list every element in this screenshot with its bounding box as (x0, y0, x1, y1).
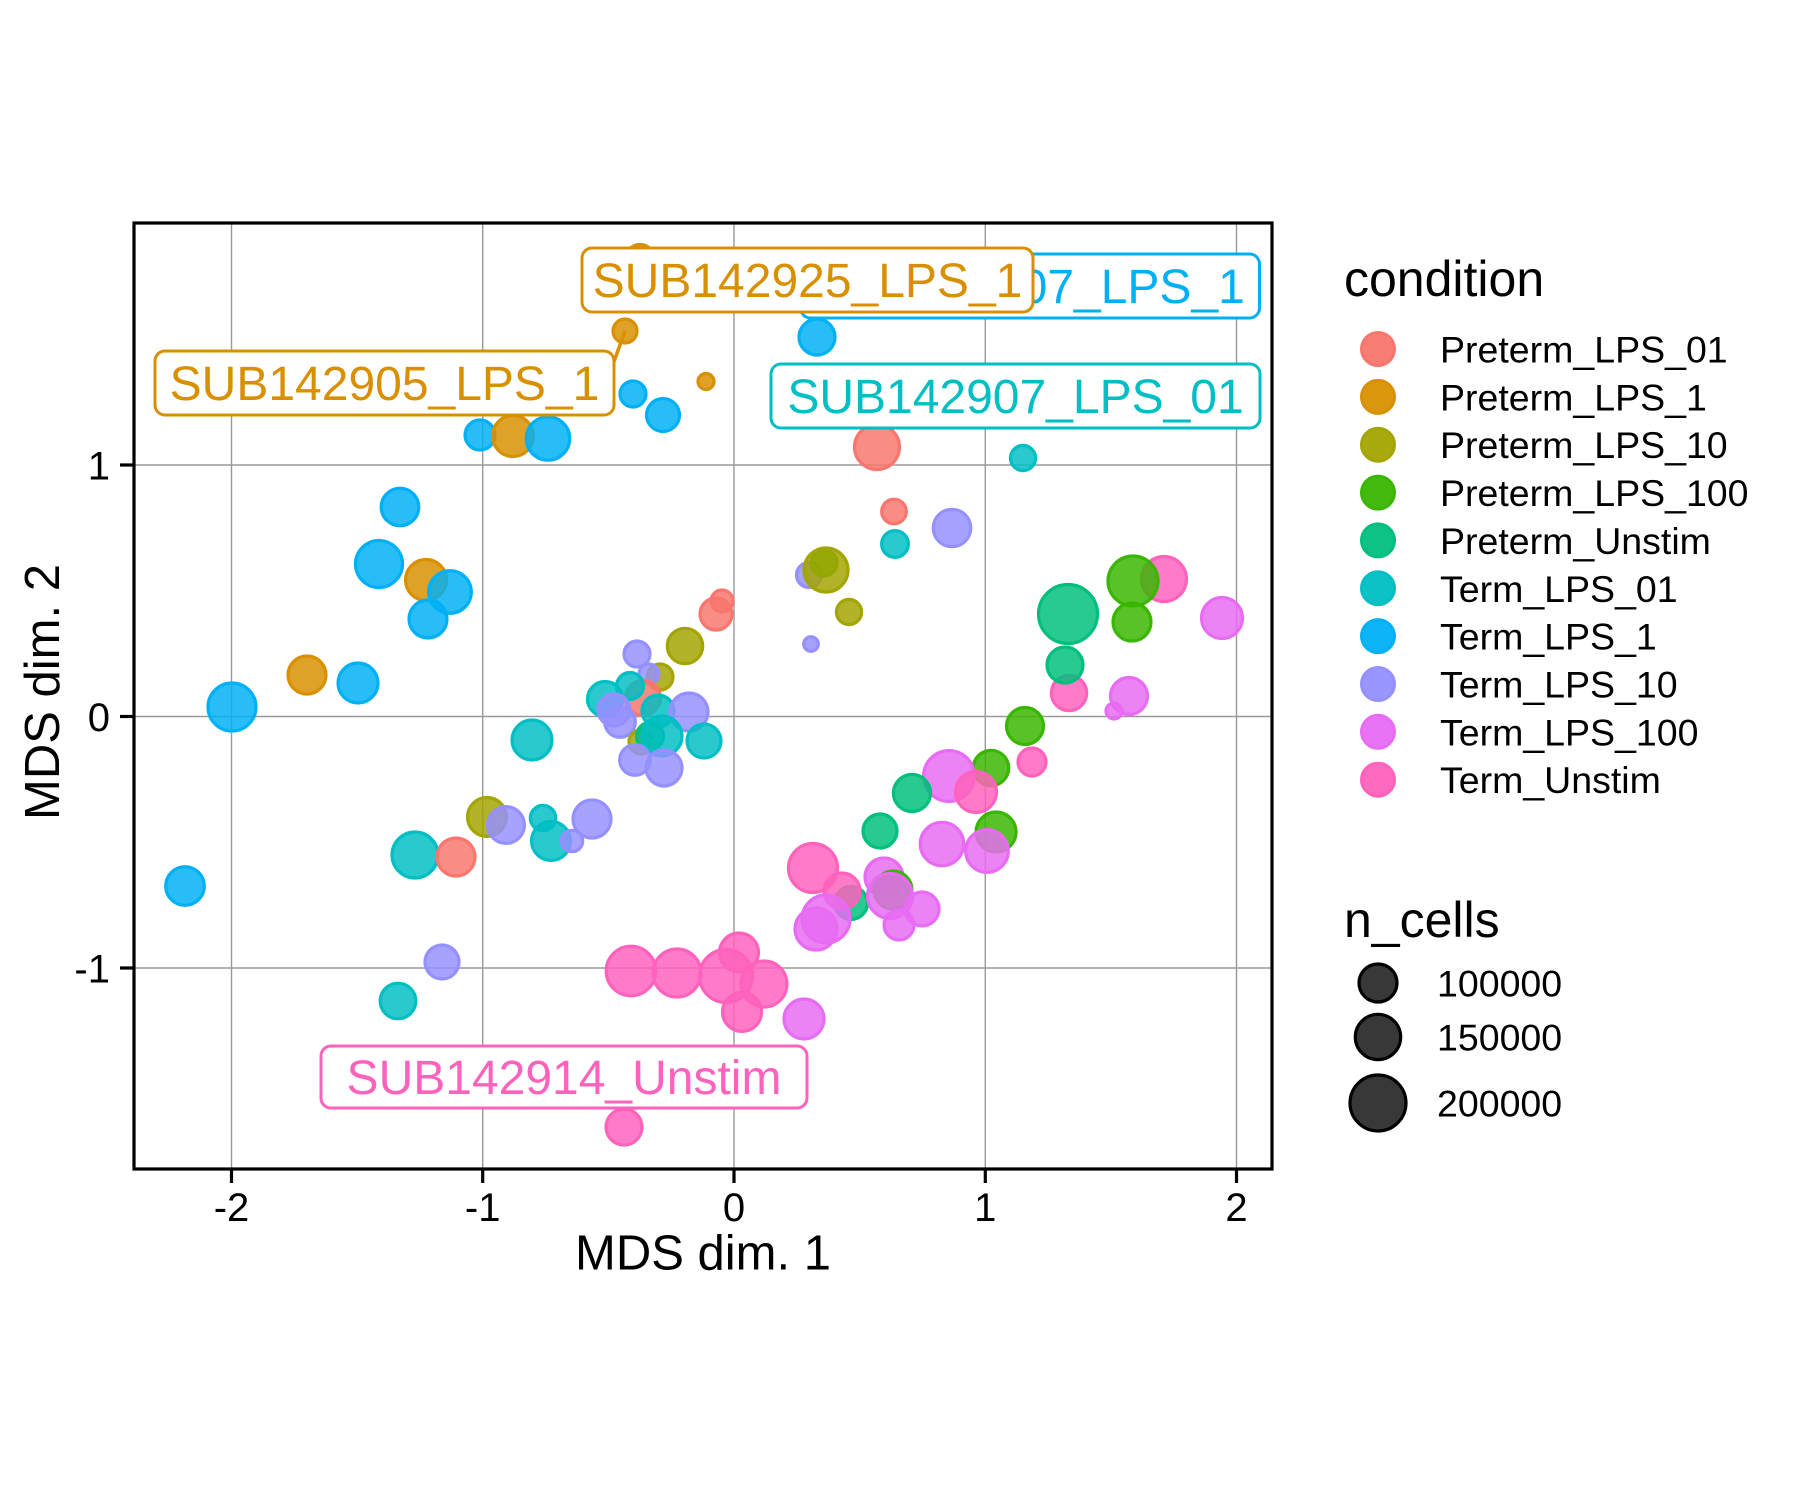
svg-text:condition: condition (1344, 251, 1544, 307)
svg-text:2: 2 (1225, 1186, 1247, 1230)
svg-text:Term_LPS_1: Term_LPS_1 (1440, 616, 1657, 658)
svg-text:150000: 150000 (1437, 1017, 1562, 1059)
svg-text:0: 0 (88, 696, 110, 740)
svg-text:-2: -2 (214, 1186, 250, 1230)
svg-text:Preterm_LPS_10: Preterm_LPS_10 (1440, 424, 1728, 466)
svg-text:SUB142925_LPS_1: SUB142925_LPS_1 (593, 255, 1023, 308)
svg-text:Preterm_LPS_01: Preterm_LPS_01 (1440, 329, 1728, 371)
svg-text:SUB142907_LPS_01: SUB142907_LPS_01 (787, 371, 1243, 424)
svg-text:n_cells: n_cells (1344, 892, 1500, 948)
svg-text:0: 0 (723, 1186, 745, 1230)
svg-text:Preterm_LPS_1: Preterm_LPS_1 (1440, 376, 1707, 418)
svg-text:MDS dim. 2: MDS dim. 2 (16, 564, 70, 820)
svg-text:MDS dim. 1: MDS dim. 1 (575, 1227, 831, 1281)
svg-text:Term_LPS_01: Term_LPS_01 (1440, 568, 1678, 610)
svg-text:Term_Unstim: Term_Unstim (1440, 759, 1661, 801)
svg-text:Preterm_LPS_100: Preterm_LPS_100 (1440, 472, 1749, 514)
svg-text:Preterm_Unstim: Preterm_Unstim (1440, 520, 1711, 562)
svg-text:-1: -1 (465, 1186, 501, 1230)
svg-text:SUB142905_LPS_1: SUB142905_LPS_1 (170, 358, 600, 411)
svg-text:100000: 100000 (1437, 963, 1562, 1005)
svg-text:-1: -1 (74, 948, 110, 992)
svg-text:200000: 200000 (1437, 1083, 1562, 1125)
svg-text:SUB142914_Unstim: SUB142914_Unstim (347, 1052, 782, 1105)
svg-text:Term_LPS_100: Term_LPS_100 (1440, 711, 1699, 753)
svg-text:Term_LPS_10: Term_LPS_10 (1440, 664, 1678, 706)
svg-text:1: 1 (974, 1186, 996, 1230)
svg-text:1: 1 (88, 445, 110, 489)
